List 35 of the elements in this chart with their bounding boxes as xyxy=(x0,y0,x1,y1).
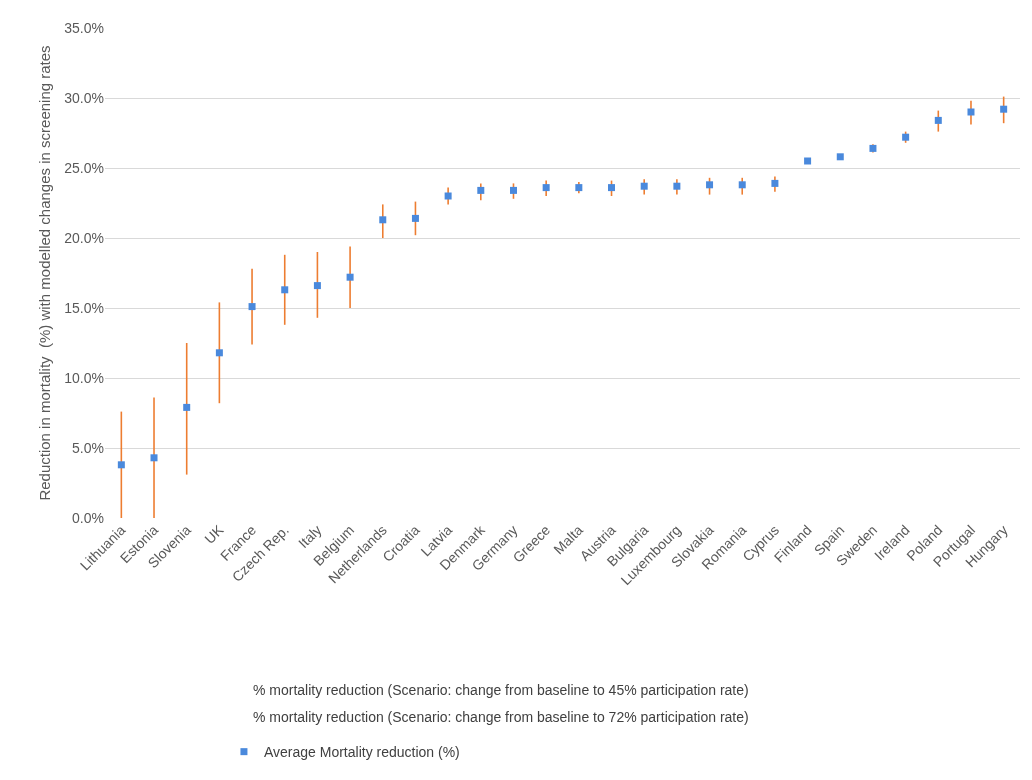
point xyxy=(1000,105,1008,113)
point xyxy=(183,403,191,411)
point xyxy=(967,108,975,116)
point xyxy=(281,286,289,294)
point xyxy=(771,179,779,187)
point xyxy=(640,182,648,190)
point xyxy=(608,184,616,192)
y-tick-label: 10.0% xyxy=(64,369,104,386)
point xyxy=(738,181,746,189)
point xyxy=(411,214,419,222)
point xyxy=(477,186,485,194)
text: % mortality reduction (Scenario: change from baseline to 45% participation rate) xyxy=(253,682,749,698)
point xyxy=(248,303,256,311)
text: % mortality reduction (Scenario: change from baseline to 72% participation rate) xyxy=(253,709,749,725)
point xyxy=(706,181,714,189)
y-tick-label: 0.0% xyxy=(72,509,104,526)
y-tick-label: 15.0% xyxy=(64,299,104,316)
point xyxy=(542,184,550,192)
point xyxy=(117,461,125,469)
point xyxy=(934,116,942,124)
point xyxy=(444,192,452,200)
point xyxy=(379,216,387,224)
y-axis-title: Reduction in mortality (%) with modelled changes in screening rates xyxy=(35,45,53,501)
y-tick-label: 5.0% xyxy=(72,439,104,456)
y-tick-label: 30.0% xyxy=(64,89,104,106)
point xyxy=(313,282,321,290)
y-tick-label: 25.0% xyxy=(64,159,104,176)
y-tick-label: 20.0% xyxy=(64,229,104,246)
y-tick-label: 35.0% xyxy=(64,19,104,36)
legend-label: Average Mortality reduction (%) xyxy=(263,744,460,761)
point xyxy=(346,273,354,281)
point xyxy=(509,186,517,194)
point xyxy=(215,349,223,357)
point xyxy=(673,182,681,190)
point xyxy=(150,454,158,462)
